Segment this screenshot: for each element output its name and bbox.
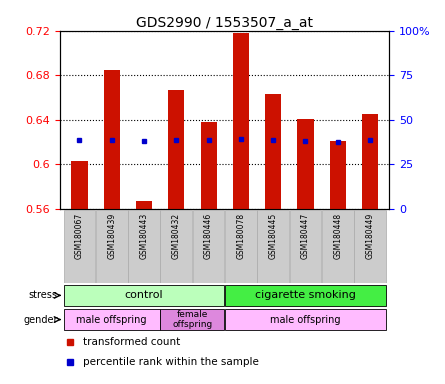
Text: male offspring: male offspring xyxy=(77,314,147,324)
Bar xyxy=(362,114,378,209)
Text: GSM180448: GSM180448 xyxy=(333,213,342,259)
Bar xyxy=(161,309,224,330)
Text: GSM180067: GSM180067 xyxy=(75,213,84,259)
Bar xyxy=(201,122,217,209)
Bar xyxy=(257,210,289,283)
Text: GSM180445: GSM180445 xyxy=(269,213,278,259)
Bar xyxy=(64,285,224,306)
Bar xyxy=(225,285,386,306)
Text: percentile rank within the sample: percentile rank within the sample xyxy=(83,357,259,367)
Bar xyxy=(64,309,160,330)
Text: GSM180446: GSM180446 xyxy=(204,213,213,259)
Bar xyxy=(297,119,314,209)
Text: GSM180078: GSM180078 xyxy=(236,213,245,259)
Bar xyxy=(71,161,88,209)
Bar xyxy=(128,210,160,283)
Text: GSM180449: GSM180449 xyxy=(365,213,375,259)
Text: GSM180443: GSM180443 xyxy=(140,213,149,259)
Text: GSM180432: GSM180432 xyxy=(172,213,181,259)
Text: stress: stress xyxy=(29,290,58,300)
Bar xyxy=(104,70,120,209)
Bar xyxy=(225,309,386,330)
Text: control: control xyxy=(125,290,163,300)
Bar xyxy=(322,210,353,283)
Bar xyxy=(96,210,128,283)
Text: gender: gender xyxy=(23,314,58,324)
Bar xyxy=(225,210,257,283)
Bar xyxy=(354,210,386,283)
Bar xyxy=(193,210,224,283)
Text: male offspring: male offspring xyxy=(270,314,341,324)
Bar xyxy=(290,210,321,283)
Text: GSM180447: GSM180447 xyxy=(301,213,310,259)
Bar xyxy=(233,33,249,209)
Title: GDS2990 / 1553507_a_at: GDS2990 / 1553507_a_at xyxy=(136,16,313,30)
Bar xyxy=(136,201,152,209)
Text: cigarette smoking: cigarette smoking xyxy=(255,290,356,300)
Bar xyxy=(64,210,95,283)
Text: transformed count: transformed count xyxy=(83,337,180,347)
Bar xyxy=(161,210,192,283)
Bar xyxy=(168,90,184,209)
Bar xyxy=(265,94,281,209)
Text: female
offspring: female offspring xyxy=(172,310,213,329)
Bar xyxy=(330,141,346,209)
Text: GSM180439: GSM180439 xyxy=(107,213,116,259)
